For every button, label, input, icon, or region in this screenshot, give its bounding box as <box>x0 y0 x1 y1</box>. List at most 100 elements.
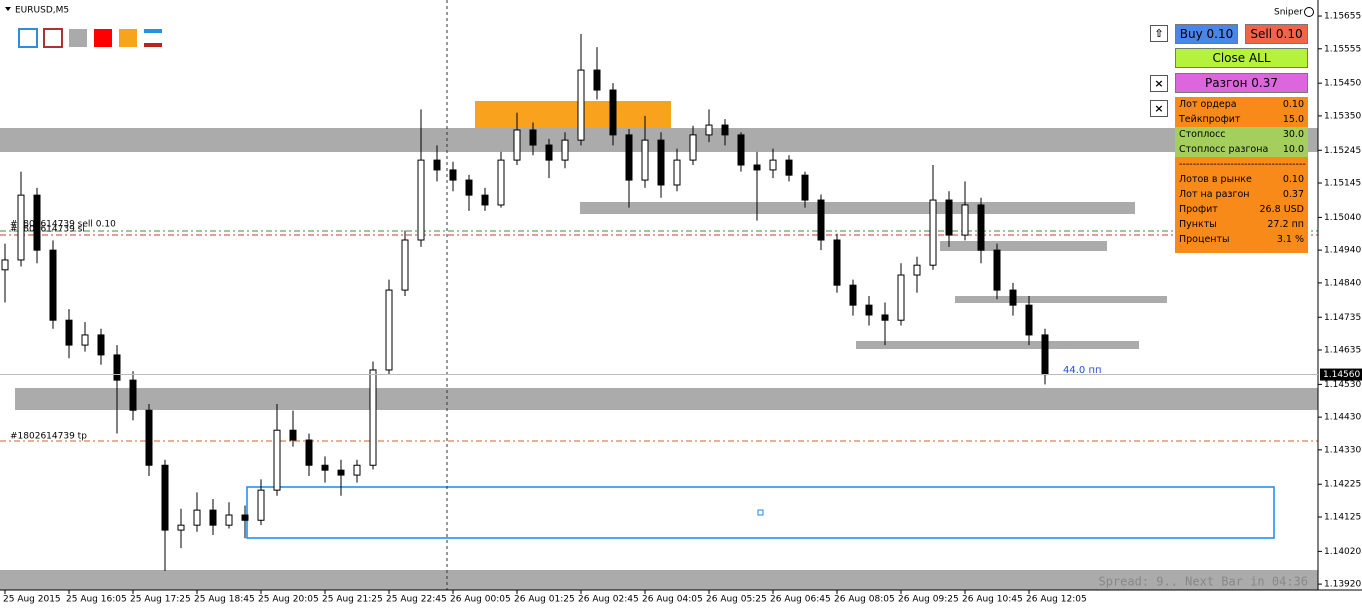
color-swatch[interactable] <box>43 28 63 48</box>
row-value: 27.2 пп <box>1267 219 1304 230</box>
toggle-button[interactable]: ⇧ <box>1150 25 1168 42</box>
candle-body <box>257 489 265 521</box>
row-label: Лот ордера <box>1179 99 1237 110</box>
x-tick-label: 26 Aug 00:05 <box>450 595 511 605</box>
panel-row: Лотов в рынке 0.10 <box>1175 172 1308 187</box>
row-value: 10.0 <box>1282 144 1304 155</box>
candle-body <box>369 369 377 466</box>
x-tick-label: 26 Aug 05:25 <box>706 595 767 605</box>
y-tick-label: 1.14940 <box>1324 246 1361 256</box>
x-tick-label: 25 Aug 16:05 <box>66 595 127 605</box>
sell-button[interactable]: Sell 0.10 <box>1245 24 1308 44</box>
y-tick-label: 1.15040 <box>1324 213 1361 223</box>
candle-body <box>433 159 441 171</box>
distance-label: 44.0 пп <box>1063 365 1102 376</box>
close-all-button[interactable]: Close ALL <box>1175 48 1308 68</box>
row-label: Лот на разгон <box>1179 189 1250 200</box>
candle-body <box>97 334 105 356</box>
candle-body <box>1009 289 1017 306</box>
y-tick-label: 1.15555 <box>1324 44 1361 54</box>
candle-body <box>673 159 681 186</box>
candle-body <box>1025 304 1033 336</box>
zone <box>0 570 1318 590</box>
indicator-name: Sniper <box>1274 8 1303 18</box>
candle-body <box>545 144 553 161</box>
candle-body <box>273 429 281 491</box>
y-tick-label: 1.14125 <box>1324 512 1361 522</box>
candle-body <box>625 134 633 181</box>
candle-body <box>641 139 649 181</box>
x-tick-label: 25 Aug 22:45 <box>386 595 447 605</box>
x-tick-label: 26 Aug 08:05 <box>834 595 895 605</box>
x-tick-label: 26 Aug 10:45 <box>962 595 1023 605</box>
y-tick-label: 1.13920 <box>1324 580 1361 590</box>
zone <box>475 101 671 128</box>
candle-body <box>753 164 761 171</box>
color-swatch[interactable] <box>144 43 162 47</box>
candle-body <box>449 169 457 181</box>
row-value: 0.37 <box>1282 189 1304 200</box>
candle-body <box>33 194 41 251</box>
y-tick-label: 1.14330 <box>1324 445 1361 455</box>
x-tick-label: 25 Aug 2015 <box>3 595 61 605</box>
panel-row: ----------------------------------------… <box>1175 157 1308 172</box>
zone <box>15 388 1318 410</box>
candle-body <box>65 319 73 346</box>
color-swatch[interactable] <box>94 29 112 47</box>
color-swatch[interactable] <box>18 28 38 48</box>
row-value: 15.0 <box>1282 114 1304 125</box>
row-label: Лотов в рынке <box>1179 174 1252 185</box>
color-swatch[interactable] <box>144 29 162 33</box>
candle-body <box>737 134 745 166</box>
candle-body <box>337 469 345 476</box>
candle-body <box>769 159 777 171</box>
color-swatch[interactable] <box>119 29 137 47</box>
candle-body <box>689 134 697 161</box>
row-value: 26.8 USD <box>1259 204 1304 215</box>
y-tick-label: 1.15350 <box>1324 111 1361 121</box>
x-tick-label: 25 Aug 21:25 <box>322 595 383 605</box>
candle-body <box>241 514 249 521</box>
buy-button[interactable]: Buy 0.10 <box>1175 24 1238 44</box>
info-panel: Лот ордера 0.10 Тейкпрофит 15.0 Стоплосс 30.0… <box>1175 97 1308 253</box>
candle-body <box>817 199 825 241</box>
candle-body <box>705 124 713 136</box>
row-label: Профит <box>1179 204 1218 215</box>
close-button[interactable]: × <box>1150 100 1168 117</box>
x-tick-label: 25 Aug 20:05 <box>258 595 319 605</box>
close-button[interactable]: × <box>1150 75 1168 92</box>
menu-arrow[interactable] <box>5 7 11 11</box>
panel-row: Тейкпрофит 15.0 <box>1175 112 1308 127</box>
candle-body <box>497 159 505 206</box>
candle-body <box>529 129 537 146</box>
zone <box>580 202 1135 214</box>
y-tick-label: 1.14840 <box>1324 278 1361 288</box>
x-tick-label: 26 Aug 01:25 <box>514 595 575 605</box>
candle-body <box>593 69 601 91</box>
candle-body <box>721 124 729 136</box>
x-tick-label: 26 Aug 12:05 <box>1026 595 1087 605</box>
color-swatch[interactable] <box>69 29 87 47</box>
y-tick-label: 1.14225 <box>1324 480 1361 490</box>
candle-body <box>289 429 297 441</box>
candle-body <box>49 249 57 321</box>
candle-body <box>561 139 569 161</box>
y-tick-label: 1.14735 <box>1324 313 1361 323</box>
candle-body <box>849 284 857 306</box>
candle-body <box>961 204 969 236</box>
handle <box>757 509 764 516</box>
last-price-box <box>1320 368 1362 381</box>
panel-row: Проценты 3.1 % <box>1175 232 1308 247</box>
y-tick-label: 1.14020 <box>1324 547 1361 557</box>
candle-body <box>881 314 889 321</box>
smiley <box>1304 7 1314 17</box>
y-tick-label: 1.15145 <box>1324 179 1361 189</box>
row-value: 3.1 % <box>1276 234 1304 245</box>
row-value: 0.10 <box>1282 99 1304 110</box>
boost-button[interactable]: Разгон 0.37 <box>1175 73 1308 93</box>
zone <box>856 341 1139 349</box>
x-tick-label: 25 Aug 18:45 <box>194 595 255 605</box>
last-price-label: 1.14560 <box>1323 370 1360 380</box>
